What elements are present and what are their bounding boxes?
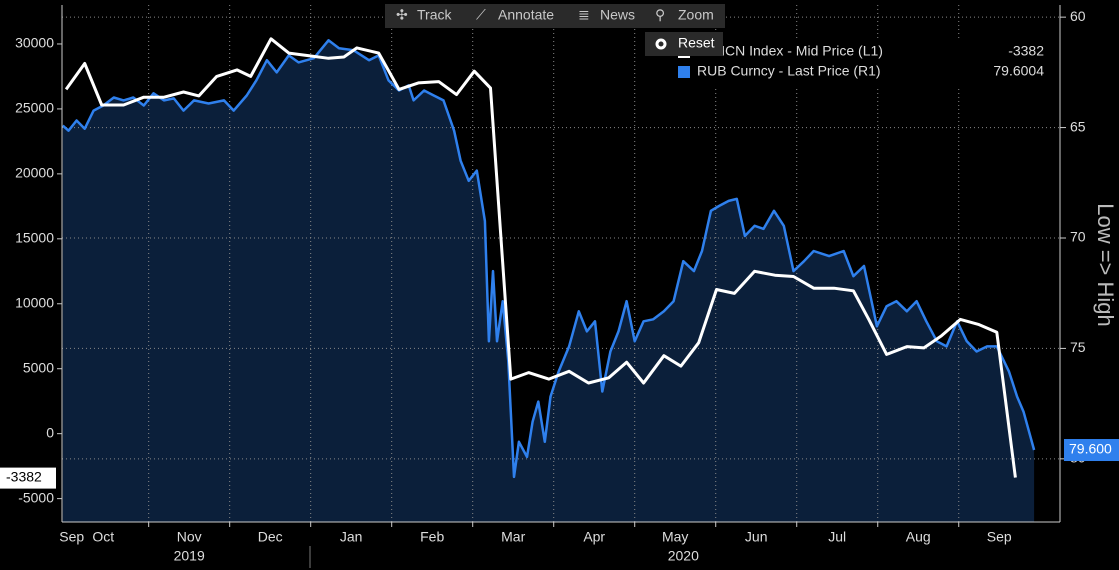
y2-tick-label: 70 (1070, 229, 1086, 245)
toolbar-news[interactable]: ≣ News (578, 7, 635, 23)
annotate-icon: ⟋ (476, 7, 486, 23)
y-tick-label: 20000 (15, 165, 54, 181)
x-tick-label: Aug (906, 529, 931, 545)
reset-button[interactable]: Reset (645, 32, 723, 56)
y-tick-label: 25000 (15, 100, 54, 116)
y2-tick-label: 75 (1070, 339, 1086, 355)
x-tick-label: Mar (501, 529, 525, 545)
legend-value: 79.6004 (993, 63, 1044, 79)
x-tick-label: Nov (177, 529, 202, 545)
y-tick-label: 5000 (23, 359, 54, 375)
reset-icon (655, 38, 667, 50)
toolbar-button[interactable]: News (600, 7, 635, 23)
year-label: 2019 (174, 548, 205, 564)
x-tick-label: May (662, 529, 688, 545)
legend-label: RUB Curncy - Last Price (R1) (697, 63, 881, 79)
last-value-box (0, 467, 56, 489)
y-tick-label: 15000 (15, 230, 54, 246)
y-tick-label: -5000 (18, 489, 54, 505)
line (64, 37, 1017, 478)
track-icon: ✣ (396, 7, 408, 23)
x-tick-label: Dec (258, 529, 283, 545)
x-tick-label: Jun (745, 529, 768, 545)
toolbar-annotate[interactable]: ⟋ Annotate (476, 7, 554, 23)
y2-tick-label: 65 (1070, 118, 1086, 134)
toolbar-track[interactable]: ✣ Track (396, 7, 452, 23)
last-value-box (1064, 439, 1119, 462)
last-value-label: 79.600 (1069, 441, 1112, 457)
x-tick-label: Sep (987, 529, 1012, 545)
y-tick-label: 10000 (15, 294, 54, 310)
toolbar-button[interactable]: Annotate (498, 7, 554, 23)
x-tick-label: Jul (828, 529, 846, 545)
legend-label: 1UNCN Index - Mid Price (L1) (697, 43, 883, 59)
legend: 1UNCN Index - Mid Price (L1) -3382 RUB Cur… (678, 43, 1044, 79)
plot: -5000 0 5000 10000 15000 20000 25000 30000 60 65 7… (0, 5, 1119, 568)
x-tick-label: Sep (59, 529, 84, 545)
y-tick-label: 0 (46, 424, 54, 440)
legend-value: -3382 (1008, 43, 1044, 59)
line (61, 39, 1036, 479)
area (62, 40, 1035, 523)
toolbar-button[interactable]: Zoom (678, 7, 714, 23)
x-tick-label: Jan (340, 529, 363, 545)
legend-box (668, 38, 1054, 88)
legend-swatch (678, 66, 690, 78)
reset-label[interactable]: Reset (678, 35, 715, 51)
y2-tick-label: 60 (1070, 8, 1086, 24)
toolbar (385, 4, 725, 28)
zoom-icon: ⚲ (655, 7, 665, 23)
y2-axis-label: Low => High (1093, 203, 1118, 327)
x-tick-label: Feb (420, 529, 444, 545)
y-tick-label: 30000 (15, 35, 54, 51)
last-value-label: -3382 (6, 468, 42, 484)
x-tick-label: Apr (583, 529, 605, 545)
x-tick-label: Oct (92, 529, 114, 545)
toolbar-button[interactable]: Track (417, 7, 452, 23)
news-icon: ≣ (578, 7, 590, 23)
toolbar-zoom[interactable]: ⚲ Zoom (655, 7, 714, 23)
year-label: 2020 (668, 548, 699, 564)
